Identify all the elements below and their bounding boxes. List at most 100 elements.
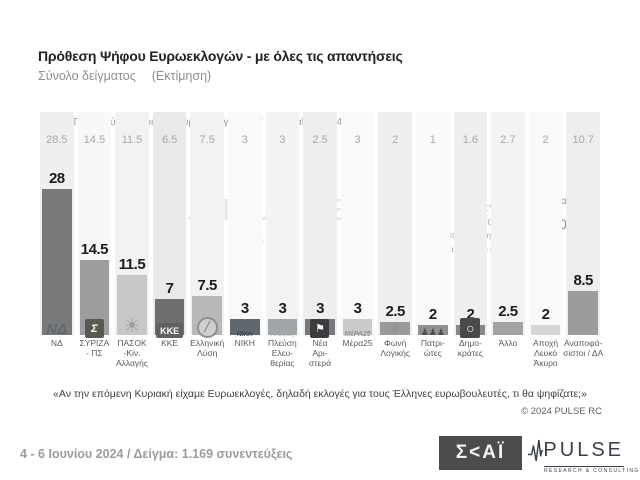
vote-share-value: 7.5 [197,277,218,294]
party-column: 11.5 11.5 ☀ ΠΑΣΟΚ -Κίν. Αλλαγής [113,112,151,378]
party-label: ΝΔ [50,338,63,348]
party-column: 2 2.5 ◈ Φωνή Λογικής [376,112,414,378]
foni-logikis-logo: ◈ [389,320,402,337]
party-column: 14.5 14.5 Σ ΣΥΡΙΖΑ - ΠΣ [76,112,114,378]
party-label: ΚΚΕ [161,338,179,348]
mera25-logo: ΜέΡΑ25 [344,331,371,338]
column-background-stripe [228,112,262,335]
party-logo-slot: ⚑ [299,310,341,338]
vote-share-value: 3 [353,300,362,318]
party-logo-slot: ☀ [111,310,153,338]
party-label: Δημο-κράτες [457,338,484,359]
party-logo-slot: ○ [450,310,492,338]
previous-survey-value: 2.5 [312,134,328,146]
party-column: 3 3 ΝΙΚΗ ΝΙΚΗ [226,112,264,378]
party-logo-slot: ΜέΡΑ25 [337,310,379,338]
patriotes-people-logo: ♟♟♟ [420,327,445,337]
vote-share-value: 2.5 [385,303,406,320]
vote-share-value: 7 [165,279,174,297]
party-label: ΝΙΚΗ [234,338,255,348]
previous-survey-value: 11.5 [121,134,143,146]
previous-survey-value: 3 [241,134,248,146]
previous-survey-value: 14.5 [83,134,106,146]
niki-logo: ΝΙΚΗ [236,331,253,338]
party-label: Νέα Αρι-στερά [308,338,332,369]
vote-share-value: 14.5 [80,240,109,258]
nea-aristera-flag-logo: ⚑ [310,319,330,338]
previous-survey-value: 3 [279,134,286,146]
previous-survey-value: 2.7 [500,134,516,146]
vote-share-bar [418,324,448,335]
vote-share-bar [530,324,561,335]
column-background-stripe [152,112,187,335]
party-logo-slot: ΚΚΕ [149,310,191,338]
party-logo-slot: ╱ [186,310,228,338]
page-title: Πρόθεση Ψήφου Ευρωεκλογών - με όλες τις … [38,48,403,64]
column-background-stripe [453,112,488,335]
nd-logo: ΝΔ [46,321,68,338]
party-column: 2.7 2.5 Άλλο [489,112,527,378]
vote-share-value: 2 [428,305,437,323]
vote-share-bar [230,319,260,335]
vote-share-bar [568,290,598,335]
party-logo-slot: Πλεύση [262,310,304,338]
vote-share-value: 2.5 [498,303,518,320]
previous-survey-value: 1 [429,134,436,146]
previous-survey-value: 2 [392,134,399,146]
elliniki-lysi-compass-logo: ╱ [196,317,218,338]
column-background-stripe [265,112,300,335]
vote-share-bar [117,275,147,335]
party-column: 10.7 8.5 Αναποφά-σιστοι / ΔΑ [563,112,604,378]
vote-share-value: 8.5 [573,271,594,289]
column-background-stripe [528,112,563,335]
party-logo-slot: Σ [74,310,116,338]
previous-survey-value: 1.6 [462,134,479,146]
party-label: ΠΑΣΟΚ -Κίν. Αλλαγής [115,338,148,369]
vote-share-bar [380,322,410,335]
party-column: 1 2 ♟♟♟ Πατρι-ώτες [414,112,452,378]
party-column: 7.5 7.5 ╱ Ελληνική Λύση [188,112,226,378]
party-logo-slot: ◈ [374,310,416,338]
pulse-logo-text: PULSE [543,438,624,461]
previous-survey-value: 6.5 [161,134,178,146]
pulse-logo-subtext: RESEARCH & CONSULTING [544,466,640,474]
syriza-logo: Σ [84,319,104,338]
vote-share-value: 2 [466,305,475,323]
column-background-stripe [378,112,412,335]
vote-share-value: 2 [541,305,550,323]
subtitle-sample: Σύνολο δείγματος [38,69,136,83]
party-column: 3 3 ΜέΡΑ25 Μέρα25 [339,112,377,378]
pulse-waveform-icon [528,439,544,462]
pulse-logo: PULSE RESEARCH & CONSULTING [528,435,640,474]
party-label: Αποχή Λευκό Άκυρο [533,338,559,369]
column-background-stripe [303,112,337,335]
vote-share-bar [42,189,72,335]
previous-survey-value: 10.7 [572,134,594,146]
party-label: Ελληνική Λύση [190,338,225,359]
party-label: Αναποφά-σιστοι / ΔΑ [563,338,604,359]
vote-share-value: 28 [48,170,65,188]
party-logo-slot: ♟♟♟ [412,310,454,338]
vote-share-value: 3 [316,300,324,318]
column-background-stripe [340,112,375,335]
watermark-subtext: RESEARCH & CONSULTING [228,232,378,246]
party-label: Μέρα25 [342,338,373,348]
previous-survey-value: 2 [542,134,549,146]
previous-survey-value: 7.5 [199,134,215,146]
party-label: ΣΥΡΙΖΑ - ΠΣ [79,338,110,359]
column-background-stripe [416,112,450,335]
party-logo-slot: ΝΔ [36,310,78,338]
fieldwork-date-sample: 4 - 6 Ιουνίου 2024 / Δείγμα: 1.169 συνεν… [20,447,293,461]
pasok-sun-logo: ☀ [123,316,141,337]
previous-survey-value: 3 [354,134,361,146]
vote-share-value: 3 [240,300,249,318]
party-label: Άλλο [498,338,518,348]
party-label: Πατρι-ώτες [420,338,445,359]
vote-share-bar [342,319,373,335]
kke-logo: ΚΚΕ [156,323,184,338]
column-background-stripe [491,112,525,335]
vote-share-value: 11.5 [118,256,146,274]
party-logo-slot: ΝΙΚΗ [224,310,266,338]
party-column: 28.5 28 ΝΔ ΝΔ [38,112,76,378]
